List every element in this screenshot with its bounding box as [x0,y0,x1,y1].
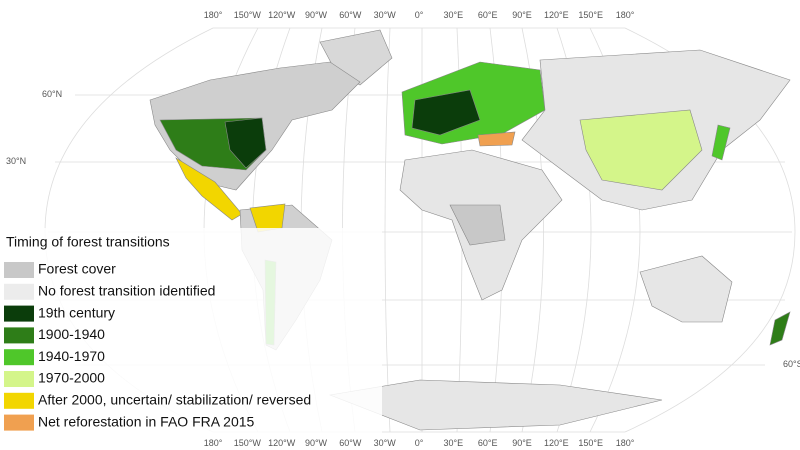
legend-label: 19th century [38,304,115,320]
legend-swatch [4,371,34,387]
coordinate-labels: 180° 180° 150°W 150°W 120°W 120°W 90°W 90°W 60°W… [6,10,800,448]
longitude-label: 150°E [578,10,603,20]
longitude-label: 120°E [544,438,569,448]
longitude-label: 180° [204,10,223,20]
legend-swatch [4,349,34,366]
longitude-label: 120°W [268,10,296,20]
projection-outline [44,27,796,433]
australia [639,255,733,323]
longitude-label: 180° [616,10,635,20]
legend-swatch [4,283,34,300]
latitude-label: 30°N [6,156,26,166]
longitude-label: 150°E [578,438,603,448]
legend-swatch [4,262,34,278]
longitude-label: 120°W [268,438,296,448]
legend-label: No forest transition identified [38,283,215,299]
longitude-label: 150°W [234,10,262,20]
longitude-label: 120°E [544,10,569,20]
legend-label: Forest cover [38,261,116,277]
antarctica [328,379,663,431]
mexico [175,157,243,221]
legend-swatch [4,327,34,344]
longitude-label: 30°E [444,438,464,448]
legend-swatch [4,305,34,322]
china [579,109,703,191]
longitude-label: 180° [616,438,635,448]
longitude-label: 60°W [339,438,362,448]
longitude-label: 60°E [478,438,498,448]
legend-swatch [4,392,34,409]
new-zealand [769,311,791,346]
japan [711,124,731,161]
legend-background [0,228,382,436]
longitude-label: 90°W [305,438,328,448]
longitude-label: 30°W [374,10,397,20]
legend-label: After 2000, uncertain/ stabilization/ re… [38,392,311,408]
longitude-label: 0° [415,438,424,448]
legend-label: 1970-2000 [38,370,105,386]
longitude-label: 30°W [374,438,397,448]
longitude-label: 60°E [478,10,498,20]
longitude-label: 90°E [512,438,532,448]
longitude-label: 180° [204,438,223,448]
legend-title: Timing of forest transitions [6,234,170,250]
longitude-label: 60°W [339,10,362,20]
longitude-label: 90°E [512,10,532,20]
legend-swatch [4,414,34,431]
longitude-label: 30°E [444,10,464,20]
legend-label: 1940-1970 [38,348,105,364]
legend-label: Net reforestation in FAO FRA 2015 [38,413,255,429]
longitude-label: 150°W [234,438,262,448]
turkey [477,131,516,147]
congo-forest [449,204,506,246]
europe-west [411,89,481,136]
legend-label: 1900-1940 [38,326,105,342]
latitude-label: 60°S [783,359,800,369]
legend: Timing of forest transitions Forest cove… [0,228,382,436]
latitude-label: 60°N [42,89,62,99]
longitude-label: 90°W [305,10,328,20]
longitude-label: 0° [415,10,424,20]
usa-east [224,117,267,169]
